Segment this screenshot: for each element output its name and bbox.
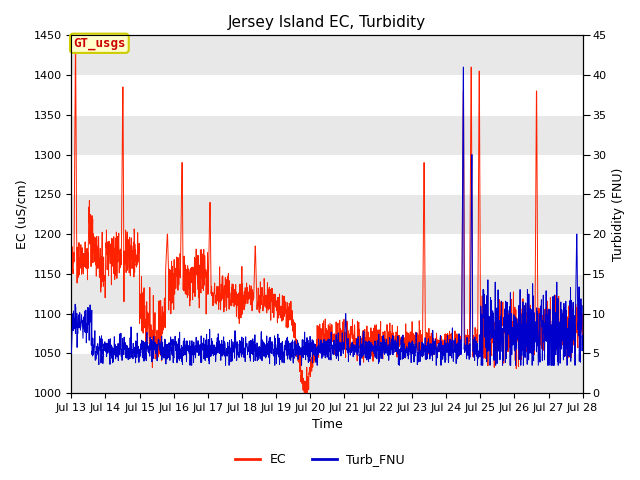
Bar <box>72 353 582 393</box>
Bar <box>72 36 582 75</box>
Text: GT_usgs: GT_usgs <box>73 37 125 50</box>
Y-axis label: Turbidity (FNU): Turbidity (FNU) <box>612 168 625 261</box>
Legend: EC, Turb_FNU: EC, Turb_FNU <box>230 448 410 471</box>
Y-axis label: EC (uS/cm): EC (uS/cm) <box>15 180 28 249</box>
Bar <box>72 115 582 155</box>
Bar <box>72 274 582 313</box>
X-axis label: Time: Time <box>312 419 342 432</box>
Bar <box>72 194 582 234</box>
Title: Jersey Island EC, Turbidity: Jersey Island EC, Turbidity <box>228 15 426 30</box>
